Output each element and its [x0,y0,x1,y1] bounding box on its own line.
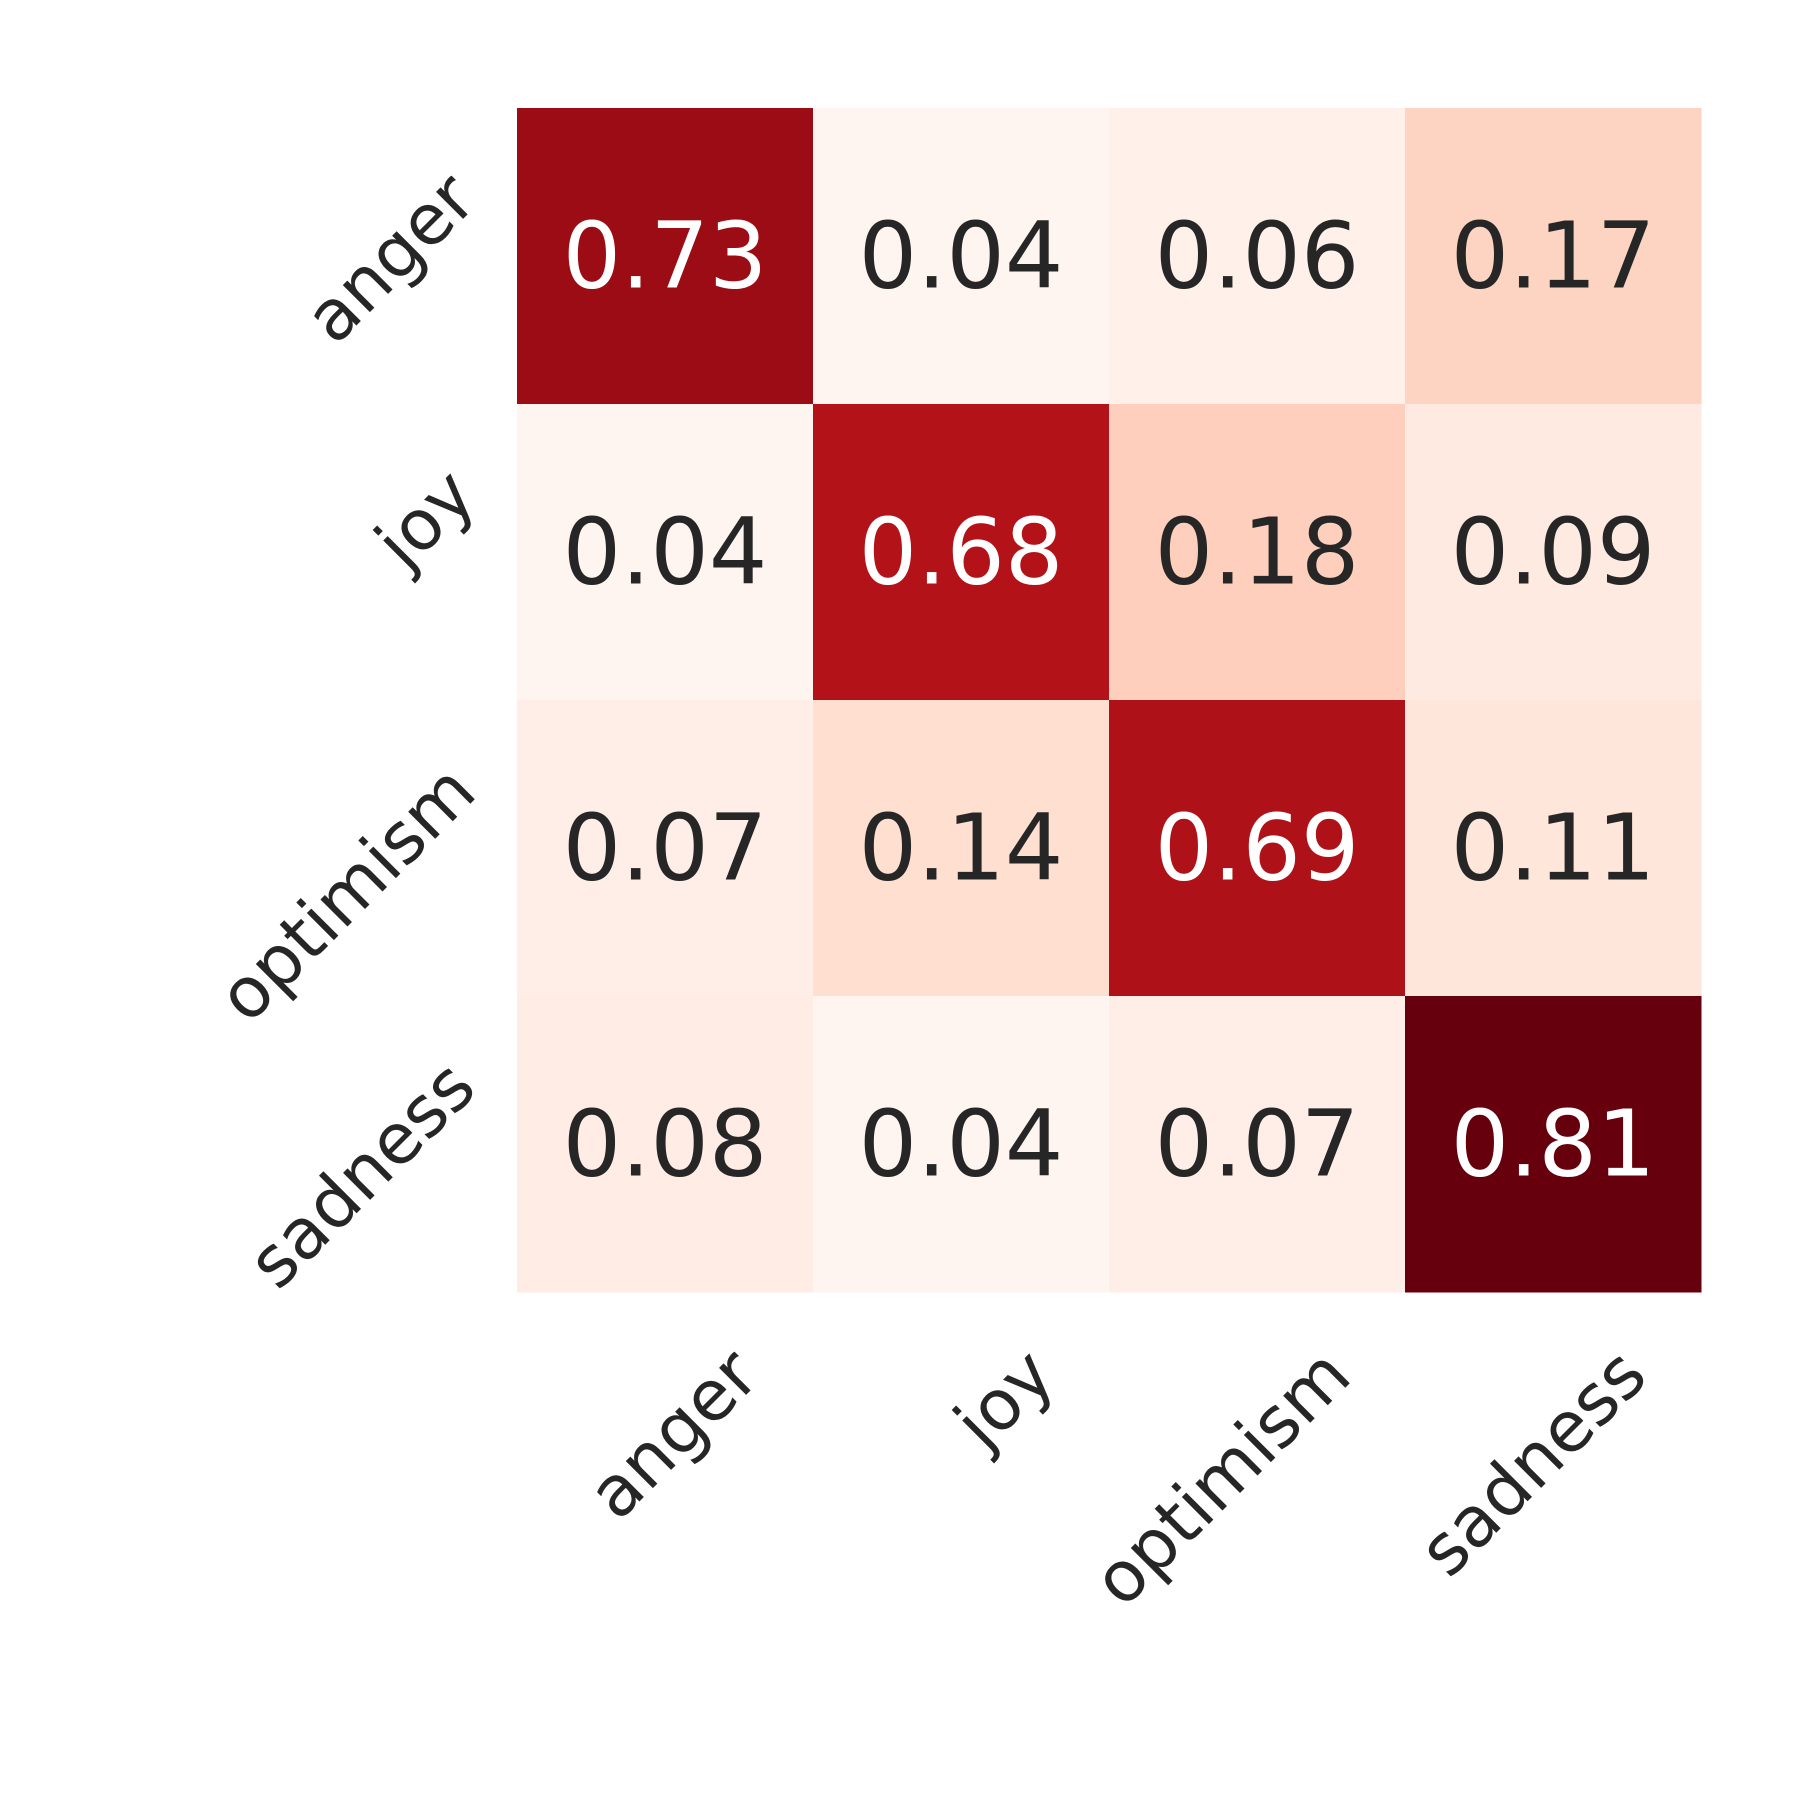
y-tick-label: anger [289,157,491,359]
heatmap-cell [517,404,814,701]
cell-label: 0.81 [1451,1091,1656,1198]
x-tick-label: optimism [1077,1333,1366,1622]
heatmap-cell [1405,108,1702,405]
y-tick-label: optimism [202,749,491,1038]
x-tick-label: anger [572,1333,774,1535]
cell-label: 0.04 [859,203,1064,310]
heatmap-cell [1405,700,1702,997]
cell-label: 0.17 [1451,203,1656,310]
cell-label: 0.14 [859,795,1064,902]
cell-label: 0.04 [563,499,768,606]
cell-label: 0.07 [563,795,768,902]
cell-label: 0.04 [859,1091,1064,1198]
heatmap-cell [517,108,814,405]
x-tick-label: sadness [1403,1333,1662,1592]
x-tick-label: joy [937,1333,1070,1466]
cell-label: 0.68 [859,499,1064,606]
heatmap-cell [813,404,1110,701]
cell-label: 0.69 [1155,795,1360,902]
heatmap-cell [813,996,1110,1293]
heatmap-cell [517,700,814,997]
cell-label: 0.06 [1155,203,1360,310]
heatmap-cell [1109,700,1406,997]
heatmap-cell [813,700,1110,997]
heatmap-cell [1109,404,1406,701]
cell-label: 0.09 [1451,499,1656,606]
heatmap-cell [1109,108,1406,405]
cell-label: 0.07 [1155,1091,1360,1198]
y-tick-label: joy [358,453,491,586]
cell-label: 0.73 [563,203,768,310]
cell-label: 0.11 [1451,795,1656,902]
heatmap-cell [813,108,1110,405]
heatmap-cell [1405,996,1702,1293]
y-tick-label: sadness [232,1045,491,1304]
cell-label: 0.08 [563,1091,768,1198]
heatmap-cell [1109,996,1406,1293]
heatmap-cell [517,996,814,1293]
cell-label: 0.18 [1155,499,1360,606]
heatmap-cell [1405,404,1702,701]
